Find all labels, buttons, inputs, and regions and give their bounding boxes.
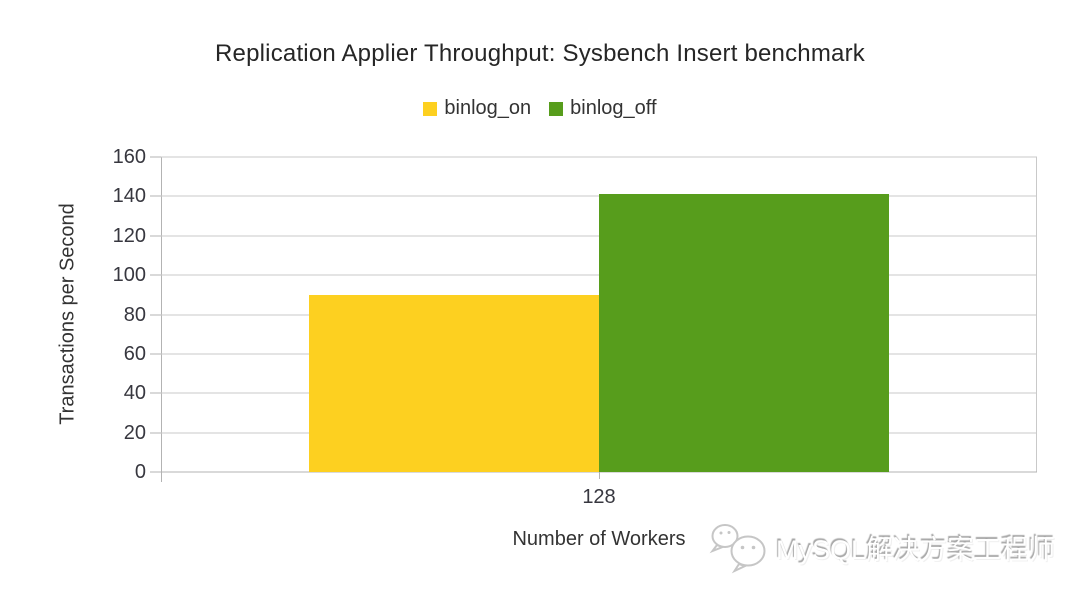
y-tick-labels: 0 20 40 60 80 100 120 140 160 — [60, 147, 146, 482]
legend: binlog_on binlog_off — [0, 97, 1080, 120]
watermark: MySQL解决方案工程师 — [708, 520, 1055, 574]
y-tick-mark-160 — [150, 156, 161, 158]
chart-title: Replication Applier Throughput: Sysbench… — [215, 40, 865, 67]
legend-item-binlog-off: binlog_off — [549, 97, 657, 120]
y-tick-label-140: 140 — [112, 185, 146, 208]
x-tick-mark — [599, 472, 600, 479]
legend-swatch — [549, 101, 564, 116]
y-tick-mark-20 — [150, 432, 161, 434]
y-tick-label-40: 40 — [123, 382, 146, 405]
y-tick-mark-120 — [150, 235, 161, 237]
x-tick-label: 128 — [582, 486, 616, 508]
bar-binlog_on — [309, 294, 599, 472]
bar-binlog_off — [599, 194, 889, 472]
y-tick-label-20: 20 — [123, 421, 146, 444]
y-tick-mark-0 — [150, 471, 161, 473]
y-tick-label-120: 120 — [112, 224, 146, 247]
y-tick-label-0: 0 — [134, 461, 146, 483]
plot-area — [150, 156, 1037, 482]
y-tick-mark-100 — [150, 274, 161, 276]
legend-item-binlog-on: binlog_on — [423, 97, 531, 120]
y-tick-label-160: 160 — [112, 146, 146, 168]
y-tick-label-80: 80 — [123, 303, 146, 326]
y-tick-mark-80 — [150, 314, 161, 315]
legend-label: binlog_off — [570, 97, 657, 119]
wechat-icon — [709, 524, 766, 574]
y-axis-line — [161, 157, 162, 482]
x-axis-title: Number of Workers — [512, 528, 686, 550]
y-tick-mark-60 — [150, 353, 161, 355]
watermark-text: MySQL解决方案工程师 — [776, 534, 1056, 565]
y-tick-mark-40 — [150, 392, 161, 394]
y-tick-label-100: 100 — [112, 264, 146, 287]
gridline-160 — [161, 156, 1037, 158]
gridline-0 — [161, 471, 1037, 473]
y-tick-label-60: 60 — [123, 342, 146, 365]
y-tick-mark-140 — [150, 195, 161, 197]
legend-swatch — [423, 101, 438, 116]
legend-label: binlog_on — [444, 97, 532, 119]
